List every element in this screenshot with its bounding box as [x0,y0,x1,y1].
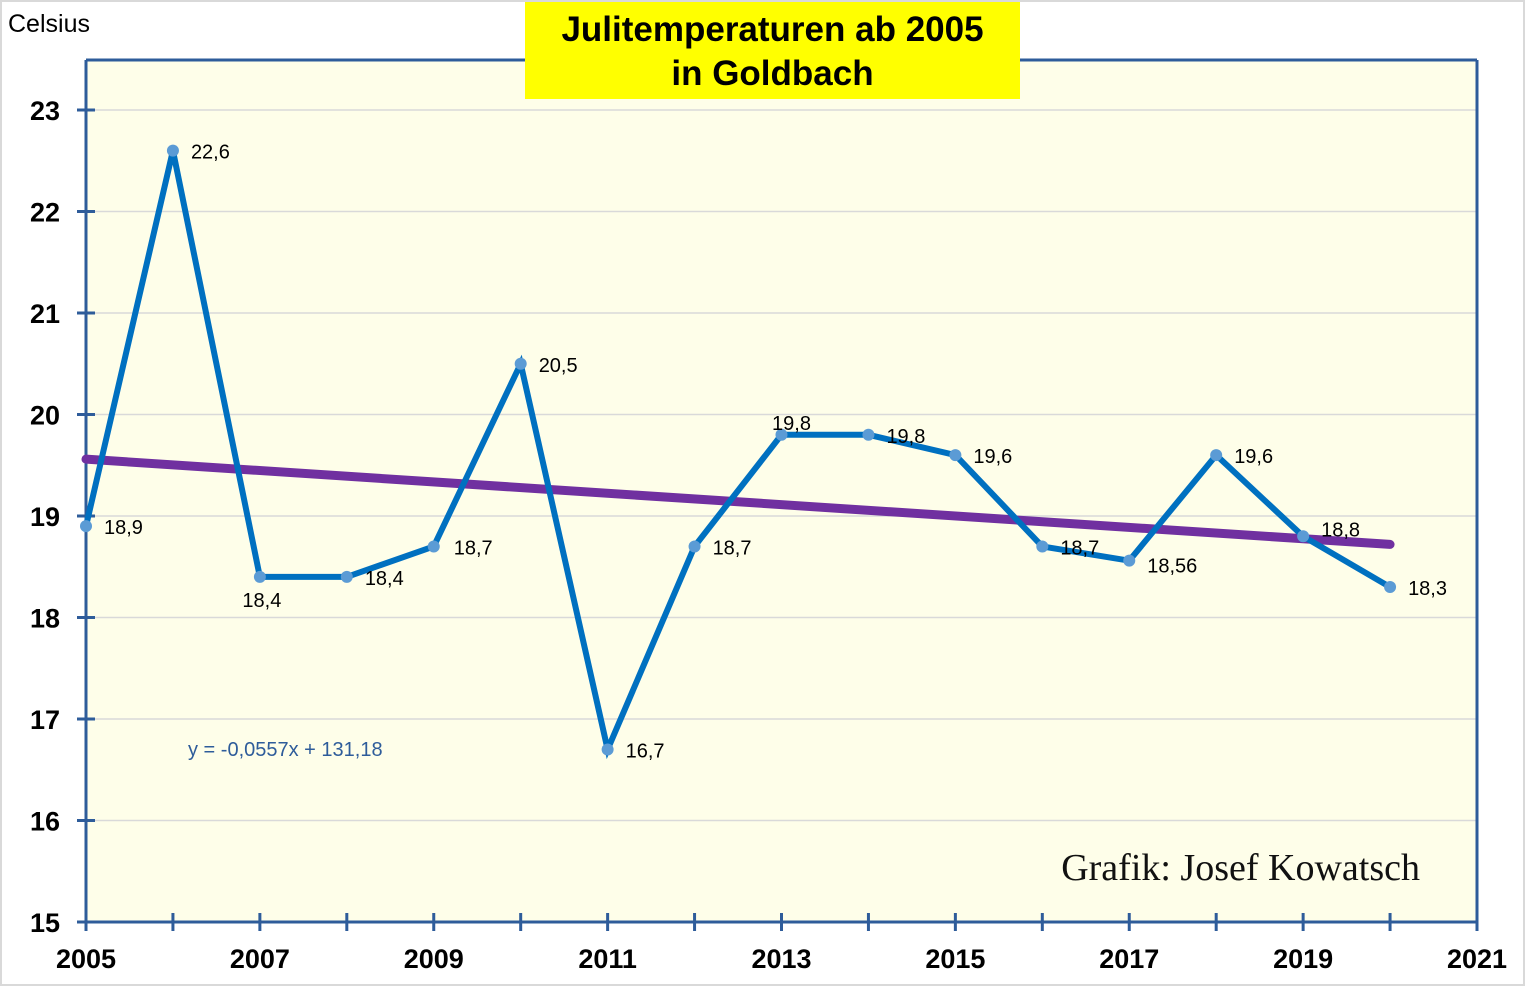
data-point [340,570,353,583]
data-label: 20,5 [539,355,578,377]
series-line [83,149,1392,760]
data-label: 18,56 [1147,556,1197,578]
chart-title-line-2: in Goldbach [671,54,874,93]
data-label: 18,8 [1321,519,1360,541]
trendline [81,454,1395,549]
x-tick-label: 2019 [1273,944,1333,974]
data-point [601,743,614,756]
data-point [80,520,92,533]
x-tick-label: 2007 [230,944,290,974]
author-credit: Grafik: Josef Kowatsch [1061,847,1420,889]
data-point [1210,449,1223,462]
data-point [862,428,875,441]
y-tick-label: 16 [30,807,60,837]
x-tick-label: 2013 [751,944,811,974]
data-point [1297,530,1310,543]
data-label: 19,6 [1234,446,1273,468]
data-point [1036,540,1049,553]
data-point [949,449,962,462]
x-tick-label: 2005 [56,944,116,974]
x-tick-label: 2011 [578,944,637,974]
y-tick-label: 17 [30,705,60,735]
data-label: 19,8 [772,413,811,435]
data-point [688,540,701,553]
y-tick-label: 22 [30,198,60,228]
data-label: 19,6 [973,446,1012,468]
trendline-equation: y = -0,0557x + 131,18 [188,739,383,761]
data-label: 22,6 [191,142,230,164]
data-label: 18,9 [104,517,143,539]
y-tick-label: 18 [30,604,60,634]
data-label: 19,8 [886,426,925,448]
data-point [427,540,440,553]
y-tick-label: 20 [30,401,60,431]
data-label: 18,7 [713,537,752,559]
data-point [166,144,179,157]
y-tick-label: 23 [30,96,60,126]
x-tick-label: 2009 [404,944,464,974]
y-tick-label: 19 [30,502,60,532]
data-point [253,570,266,583]
y-tick-label: 21 [30,299,60,329]
data-label: 16,7 [626,740,665,762]
y-tick-label: 15 [30,908,60,938]
x-tick-label: 2017 [1099,944,1159,974]
data-label: 18,4 [365,568,404,590]
chart-title-line-1: Julitemperaturen ab 2005 [561,10,984,49]
chart-title: Julitemperaturen ab 2005 in Goldbach [525,2,1020,99]
y-axis-title: Celsius [8,10,90,38]
plot-area [86,60,1477,922]
data-label: 18,4 [242,590,281,612]
data-point [1384,581,1397,594]
data-point [1123,554,1136,567]
data-point [775,428,788,441]
data-label: 18,7 [454,537,493,559]
data-label: 18,7 [1060,537,1099,559]
x-tick-label: 2021 [1447,944,1507,974]
x-tick-label: 2015 [925,944,985,974]
data-label: 18,3 [1408,578,1447,600]
data-point [514,357,527,370]
